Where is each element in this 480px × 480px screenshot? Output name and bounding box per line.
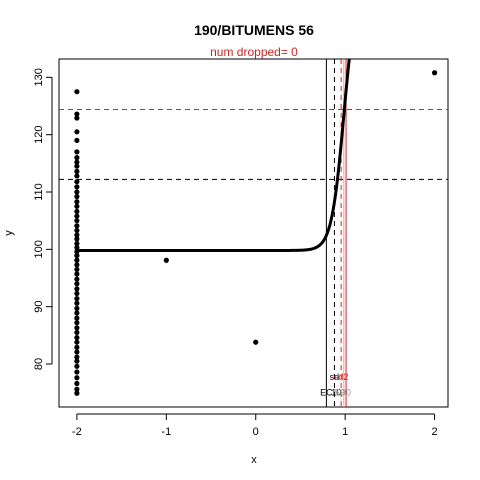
data-point (74, 232, 80, 238)
reference-line-label: 50 (335, 388, 345, 398)
plot-area-frame (58, 58, 449, 408)
data-point (74, 358, 80, 364)
data-point (74, 386, 80, 392)
x-tick-label: -1 (161, 426, 171, 438)
data-point (74, 335, 80, 341)
y-tick-label: 110 (33, 183, 45, 201)
data-point (74, 315, 80, 321)
data-point (74, 290, 80, 297)
data-point (74, 155, 80, 161)
data-point (74, 223, 80, 229)
y-tick-label: 90 (33, 301, 45, 313)
y-tick-label: 120 (33, 125, 45, 143)
y-tick-label: 80 (33, 358, 45, 370)
x-axis-label: x (251, 454, 257, 466)
data-point (74, 375, 80, 381)
data-point (74, 253, 80, 259)
data-point (74, 168, 80, 174)
data-point (74, 184, 80, 190)
y-tick-label: 100 (33, 240, 45, 258)
data-point (74, 380, 80, 387)
data-point (163, 257, 169, 263)
data-points (74, 70, 438, 396)
reference-line-label: sd2 (334, 372, 349, 382)
chart-subtitle: num dropped= 0 (210, 45, 298, 59)
data-point (74, 149, 80, 155)
data-point (74, 236, 80, 242)
data-point (74, 305, 80, 311)
data-point (74, 249, 80, 255)
y-tick-label: 130 (33, 68, 45, 86)
data-point (74, 193, 80, 200)
data-point (74, 325, 80, 331)
data-point (74, 163, 80, 169)
data-point (74, 300, 80, 306)
y-axis-label: y (3, 230, 15, 236)
data-point (74, 339, 80, 345)
data-point (74, 203, 80, 209)
reference-lines (59, 59, 448, 407)
data-point (74, 271, 80, 277)
data-point (74, 218, 80, 224)
data-point (74, 354, 80, 360)
data-point (74, 349, 80, 355)
data-point (74, 257, 80, 263)
data-point (74, 115, 80, 121)
data-point (74, 320, 80, 326)
data-point (74, 111, 80, 117)
chart-title: 190/BITUMENS 56 (194, 22, 314, 38)
data-point (74, 159, 80, 165)
data-point (74, 245, 80, 251)
data-point (74, 173, 80, 179)
data-point (74, 369, 80, 375)
data-point (74, 213, 80, 219)
fitted-curve-layer (76, 59, 351, 252)
data-point (74, 89, 80, 95)
data-point (74, 199, 80, 205)
data-point (74, 137, 80, 144)
data-point (253, 339, 259, 345)
data-point (74, 281, 80, 287)
data-point (74, 262, 80, 268)
data-point (74, 276, 80, 282)
data-point (74, 390, 80, 396)
data-point (74, 329, 80, 336)
reference-line-label: EC (320, 388, 333, 398)
data-point (74, 310, 80, 316)
fitted-curve (76, 59, 351, 252)
data-point (431, 70, 438, 76)
data-point (74, 344, 80, 350)
axes: -2 -1 0 1 2 80 90 100 110 120 130 (33, 68, 438, 438)
data-point (74, 189, 80, 195)
data-point (74, 266, 80, 273)
data-point (74, 241, 80, 247)
data-point (74, 363, 80, 369)
x-tick-label: 2 (432, 426, 438, 438)
data-point (74, 227, 80, 234)
x-tick-label: 1 (342, 426, 348, 438)
x-tick-label: -2 (72, 426, 82, 438)
data-point (74, 179, 80, 185)
data-point (74, 286, 80, 292)
reference-line-label: 10 (331, 388, 341, 398)
data-point (74, 296, 80, 302)
reference-line-label: 90 (341, 388, 351, 398)
reference-line-label: sd (330, 372, 340, 382)
data-point (74, 129, 80, 135)
x-tick-label: 0 (253, 426, 259, 438)
data-point (74, 208, 80, 215)
